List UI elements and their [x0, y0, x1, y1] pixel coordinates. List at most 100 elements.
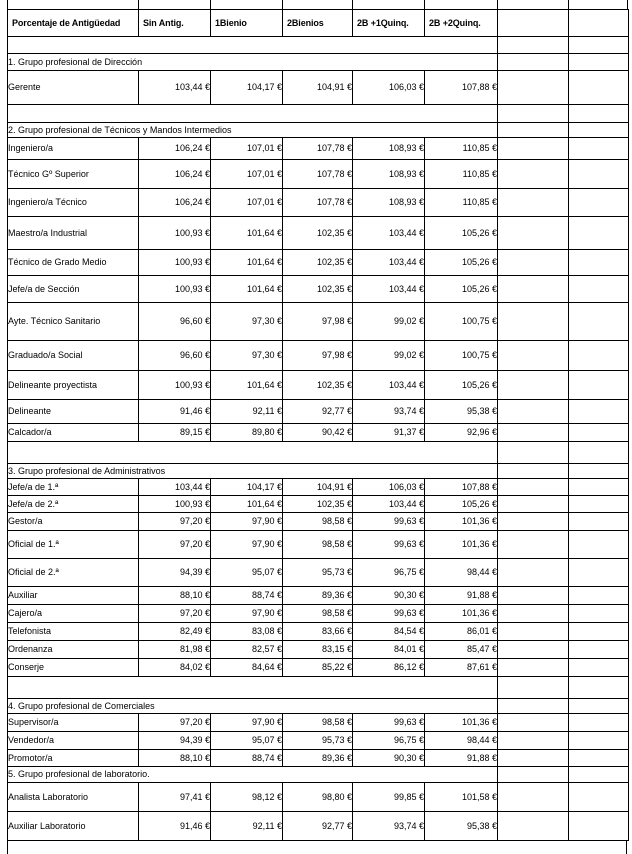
- value-cell: 102,35 €: [282, 216, 353, 250]
- row-label: Telefonista: [7, 622, 139, 641]
- value-cell: 103,44 €: [352, 370, 425, 400]
- value-cell: 103,44 €: [352, 275, 425, 303]
- value-cell: 92,77 €: [282, 811, 353, 841]
- value-cell: 97,98 €: [282, 302, 353, 341]
- value-cell: 92,11 €: [210, 811, 283, 841]
- empty-cell: [497, 658, 569, 677]
- value-cell: 100,75 €: [424, 302, 498, 341]
- empty-cell: [568, 441, 629, 464]
- row-label: Ayte. Técnico Sanitario: [7, 302, 139, 341]
- table-row: Ordenanza 81,98 €82,57 €83,15 €84,01 €85,…: [7, 640, 629, 659]
- value-cell: 84,64 €: [210, 658, 283, 677]
- value-cell: 101,36 €: [424, 530, 498, 559]
- value-cell: 101,36 €: [424, 512, 498, 531]
- group-title: 3. Grupo profesional de Administrativos: [7, 463, 498, 479]
- value-cell: 101,64 €: [210, 275, 283, 303]
- value-cell: 103,44 €: [352, 216, 425, 250]
- value-cell: 101,64 €: [210, 495, 283, 513]
- table-row: Ayte. Técnico Sanitario 96,60 €97,30 €97,…: [7, 302, 629, 341]
- value-cell: 95,07 €: [210, 558, 283, 587]
- empty-cell: [568, 70, 629, 105]
- group-title: 4. Grupo profesional de Comerciales: [7, 698, 498, 714]
- value-cell: 90,30 €: [352, 586, 425, 605]
- value-cell: 96,75 €: [352, 731, 425, 750]
- table-row: Gerente 103,44 €104,17 €104,91 €106,03 €1…: [7, 70, 629, 105]
- empty-cell: [568, 698, 629, 714]
- value-cell: 82,49 €: [138, 622, 211, 641]
- row-label: Maestro/a Industrial: [7, 216, 139, 250]
- empty-cell: [568, 658, 629, 677]
- table-row: Vendedor/a 94,39 €95,07 €95,73 €96,75 €98…: [7, 731, 629, 750]
- value-cell: 92,11 €: [210, 399, 283, 424]
- group-title: 1. Grupo profesional de Dirección: [7, 53, 498, 71]
- value-cell: 107,01 €: [210, 188, 283, 217]
- value-cell: 100,93 €: [138, 249, 211, 276]
- empty-cell: [568, 302, 629, 341]
- empty-cell: [497, 495, 569, 513]
- row-label: Delineante proyectista: [7, 370, 139, 400]
- value-cell: 86,01 €: [424, 622, 498, 641]
- value-cell: 110,85 €: [424, 188, 498, 217]
- empty-cell: [568, 137, 629, 160]
- group-title: 5. Grupo profesional de laboratorio.: [7, 766, 498, 783]
- empty-cell: [497, 70, 569, 105]
- group-header-row: 3. Grupo profesional de Administrativos: [7, 463, 629, 479]
- spacer-row: [7, 676, 629, 699]
- table-row: Delineante 91,46 €92,11 €92,77 €93,74 €95…: [7, 399, 629, 424]
- value-cell: 107,88 €: [424, 478, 498, 496]
- value-cell: 84,02 €: [138, 658, 211, 677]
- empty-cell: [497, 766, 569, 783]
- value-cell: 97,98 €: [282, 340, 353, 371]
- value-cell: 91,46 €: [138, 399, 211, 424]
- empty-cell: [568, 512, 629, 531]
- table-row: Cajero/a 97,20 €97,90 €98,58 €99,63 €101,…: [7, 604, 629, 623]
- value-cell: 98,58 €: [282, 713, 353, 732]
- group-title: 2. Grupo profesional de Técnicos y Mando…: [7, 122, 498, 138]
- spacer-row: [7, 104, 629, 123]
- value-cell: 103,44 €: [352, 249, 425, 276]
- empty-cell: [568, 676, 629, 699]
- value-cell: 106,03 €: [352, 70, 425, 105]
- table-row: Promotor/a 88,10 €88,74 €89,36 €90,30 €91…: [7, 749, 629, 767]
- value-cell: 106,03 €: [352, 478, 425, 496]
- value-cell: 89,15 €: [138, 423, 211, 442]
- table-row: Delineante proyectista 100,93 €101,64 €10…: [7, 370, 629, 400]
- table-row: Jefe/a de 2.ª 100,93 €101,64 €102,35 €103…: [7, 495, 629, 513]
- empty-cell: [497, 512, 569, 531]
- row-label: Conserje: [7, 658, 139, 677]
- value-cell: 99,63 €: [352, 530, 425, 559]
- value-cell: 91,88 €: [424, 586, 498, 605]
- value-cell: 97,20 €: [138, 713, 211, 732]
- empty-cell: [497, 302, 569, 341]
- value-cell: 98,58 €: [282, 604, 353, 623]
- row-label: Cajero/a: [7, 604, 139, 623]
- column-header: 2B +1Quinq.: [352, 9, 425, 37]
- value-cell: 94,39 €: [138, 558, 211, 587]
- row-label: Técnico Gº Superior: [7, 159, 139, 189]
- value-cell: 105,26 €: [424, 275, 498, 303]
- table-row: Oficial de 1.ª 97,20 €97,90 €98,58 €99,63…: [7, 530, 629, 559]
- value-cell: 101,36 €: [424, 713, 498, 732]
- table-row: Conserje 84,02 €84,64 €85,22 €86,12 €87,6…: [7, 658, 629, 677]
- empty-cell: [497, 249, 569, 276]
- row-label: Promotor/a: [7, 749, 139, 767]
- value-cell: 94,39 €: [138, 731, 211, 750]
- value-cell: 100,93 €: [138, 216, 211, 250]
- value-cell: 105,26 €: [424, 495, 498, 513]
- row-label: Graduado/a Social: [7, 340, 139, 371]
- value-cell: 100,93 €: [138, 495, 211, 513]
- value-cell: 92,96 €: [424, 423, 498, 442]
- empty-cell: [497, 749, 569, 767]
- table-body: Porcentaje de Antigüedad Sin Antig. 1Bieni…: [7, 9, 629, 841]
- header-row: Porcentaje de Antigüedad Sin Antig. 1Bieni…: [7, 9, 629, 37]
- value-cell: 110,85 €: [424, 137, 498, 160]
- table-row: Oficial de 2.ª 94,39 €95,07 €95,73 €96,75…: [7, 558, 629, 587]
- column-header: 2B +2Quinq.: [424, 9, 498, 37]
- value-cell: 87,61 €: [424, 658, 498, 677]
- value-cell: 99,02 €: [352, 302, 425, 341]
- value-cell: 106,24 €: [138, 188, 211, 217]
- table-row: Ingeniero/a Técnico 106,24 €107,01 €107,7…: [7, 188, 629, 217]
- value-cell: 102,35 €: [282, 275, 353, 303]
- empty-cell: [568, 604, 629, 623]
- row-label: Analista Laboratorio: [7, 782, 139, 812]
